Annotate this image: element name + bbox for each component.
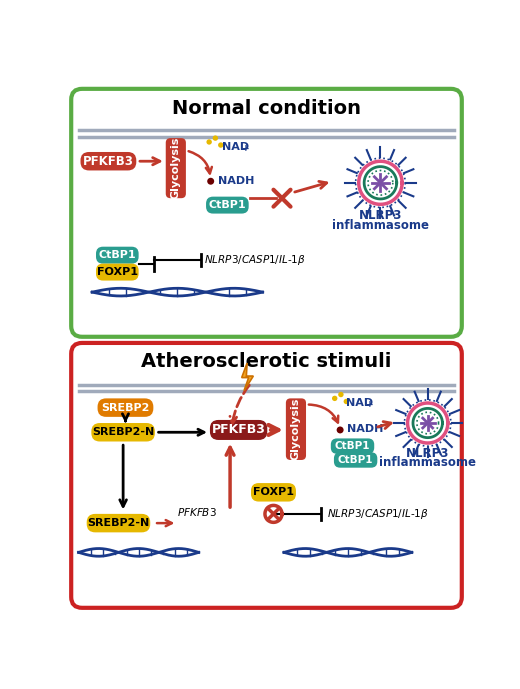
Circle shape (338, 392, 344, 398)
FancyBboxPatch shape (92, 423, 155, 442)
Circle shape (218, 143, 224, 147)
Text: FOXP1: FOXP1 (97, 267, 138, 277)
FancyBboxPatch shape (81, 152, 136, 170)
Text: $\mathit{PFKFB3}$: $\mathit{PFKFB3}$ (177, 506, 217, 518)
Text: inflammasome: inflammasome (379, 456, 476, 469)
Text: NADH: NADH (218, 176, 254, 186)
Text: SREBP2-N: SREBP2-N (87, 518, 150, 528)
Text: NAD: NAD (346, 398, 373, 408)
FancyBboxPatch shape (87, 514, 150, 533)
FancyBboxPatch shape (98, 398, 153, 417)
Text: CtBP1: CtBP1 (338, 455, 373, 465)
Text: $\mathit{NLRP3/CASP1/IL\text{-}1\beta}$: $\mathit{NLRP3/CASP1/IL\text{-}1\beta}$ (327, 507, 429, 521)
FancyBboxPatch shape (96, 247, 139, 264)
FancyBboxPatch shape (71, 89, 462, 337)
Text: +: + (242, 143, 249, 152)
Text: $\mathit{NLRP3/CASP1/IL\text{-}1\beta}$: $\mathit{NLRP3/CASP1/IL\text{-}1\beta}$ (204, 253, 306, 267)
FancyBboxPatch shape (71, 343, 462, 608)
FancyBboxPatch shape (331, 438, 374, 454)
FancyBboxPatch shape (210, 420, 267, 440)
Text: Atherosclerotic stimuli: Atherosclerotic stimuli (141, 352, 392, 371)
Text: NADH: NADH (347, 424, 383, 434)
Circle shape (344, 399, 349, 404)
Text: CtBP1: CtBP1 (98, 250, 136, 260)
Text: Glycolysis: Glycolysis (291, 398, 301, 460)
Text: SREBP2-N: SREBP2-N (92, 427, 154, 438)
FancyBboxPatch shape (206, 196, 249, 214)
Circle shape (332, 395, 337, 401)
Text: CtBP1: CtBP1 (209, 200, 246, 210)
Polygon shape (242, 363, 253, 391)
Text: Glycolysis: Glycolysis (171, 137, 181, 199)
Circle shape (336, 426, 344, 433)
Text: CtBP1: CtBP1 (335, 441, 370, 451)
Text: PFKFB3: PFKFB3 (212, 424, 266, 436)
Text: SREBP2: SREBP2 (101, 402, 150, 413)
Text: PFKFB3: PFKFB3 (83, 155, 134, 167)
Text: Normal condition: Normal condition (172, 99, 361, 118)
Text: NAD: NAD (222, 142, 249, 152)
Text: +: + (367, 400, 374, 409)
FancyBboxPatch shape (166, 138, 186, 198)
FancyBboxPatch shape (334, 452, 378, 468)
FancyBboxPatch shape (286, 398, 306, 460)
Circle shape (207, 178, 214, 185)
Text: inflammasome: inflammasome (332, 218, 429, 232)
Text: NLRP3: NLRP3 (406, 446, 449, 460)
Circle shape (206, 139, 212, 145)
FancyBboxPatch shape (251, 483, 296, 502)
Circle shape (213, 136, 218, 141)
Text: NLRP3: NLRP3 (359, 209, 402, 223)
Text: FOXP1: FOXP1 (253, 487, 294, 497)
FancyBboxPatch shape (96, 264, 139, 280)
